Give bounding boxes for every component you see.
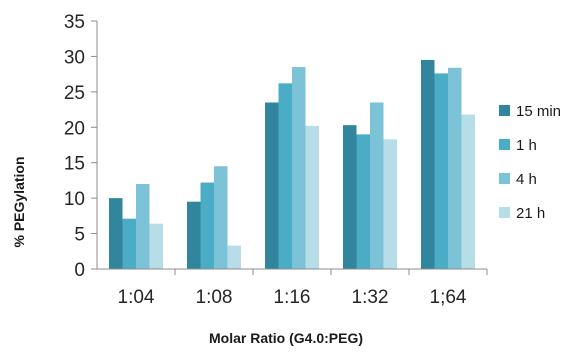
bars [109,59,475,270]
y-axis-title: % PEGylation [11,156,27,247]
bar-15-min-4 [421,59,435,269]
legend-swatch [499,139,510,150]
x-category-label: 1:16 [274,287,311,308]
bar-21-h-4 [461,114,475,269]
legend-swatch [499,207,510,218]
legend-swatch [499,173,510,184]
legend-label: 15 min [516,103,561,120]
x-category-label: 1:08 [196,287,233,308]
bar-15-min-1 [187,201,201,269]
bar-21-h-0 [149,223,163,269]
y-tick-label: 5 [74,225,85,246]
bar-1-h-3 [356,134,370,269]
legend-label: 21 h [516,205,545,222]
bar-4-h-2 [292,67,306,269]
bar-4-h-3 [370,102,384,269]
bar-21-h-3 [383,139,397,269]
bar-4-h-1 [214,166,228,269]
bar-21-h-1 [227,245,241,269]
bar-15-min-3 [343,125,357,269]
legend: 15 min 1 h 4 h 21 h [499,103,561,222]
bar-1-h-2 [278,83,292,270]
y-tick-label: 20 [64,118,85,139]
bar-1-h-0 [122,218,136,269]
y-tick-label: 30 [64,47,85,68]
x-category-label: 1:04 [118,287,155,308]
x-category-label: 1:32 [352,287,389,308]
x-axis-labels: 1:04 1:08 1:16 1:32 1;64 [118,269,488,308]
x-axis-title: Molar Ratio (G4.0:PEG) [209,330,363,346]
bar-4-h-4 [448,67,462,269]
bar-1-h-4 [434,73,448,269]
axes [96,21,487,270]
y-tick-label: 0 [74,260,85,281]
legend-swatch [499,105,510,116]
x-category-label: 1;64 [430,287,467,308]
bar-15-min-0 [109,198,123,269]
y-tick-label: 10 [64,189,85,210]
y-tick-label: 25 [64,83,85,104]
bar-1-h-1 [200,182,214,269]
legend-label: 1 h [516,137,537,154]
y-tick-label: 15 [64,154,85,175]
y-tick-label: 35 [64,12,85,33]
bar-4-h-0 [136,183,150,269]
bar-21-h-2 [305,125,319,270]
legend-label: 4 h [516,171,537,188]
y-axis-ticks: 0 5 10 15 20 25 30 35 [64,12,97,281]
bar-15-min-2 [265,102,279,269]
